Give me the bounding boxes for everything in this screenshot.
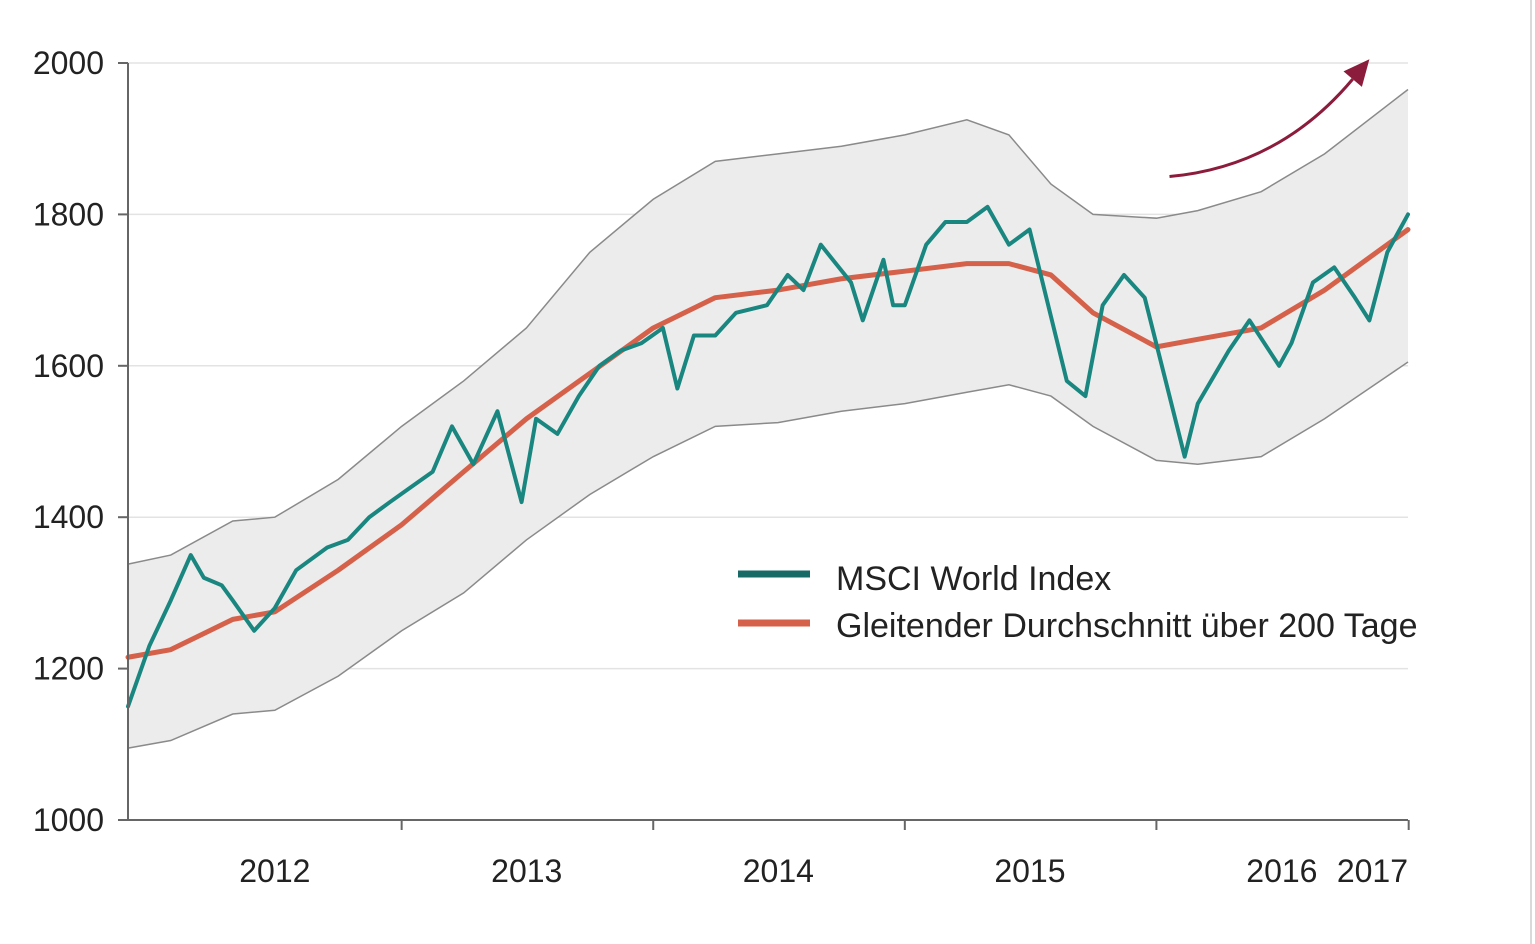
y-tick-label-1400: 1400 [33,499,104,535]
band-upper-edge [127,88,1409,565]
series-line-msci-world-index [126,204,1410,709]
band-lower-edge [127,361,1409,749]
right-border-rule [1530,0,1532,944]
band-area [128,89,1408,749]
x-tick-label-2012: 2012 [239,853,310,889]
legend-label-moving-average: Gleitender Durchschnitt über 200 Tage [836,607,1418,645]
series-layer [125,204,1411,709]
x-tick-label-2014: 2014 [743,853,814,889]
y-tick-label-1000: 1000 [33,802,104,838]
x-tick-label-2013: 2013 [491,853,562,889]
y-tick-label-1600: 1600 [33,348,104,384]
legend-label-msci-world-index: MSCI World Index [836,560,1111,598]
x-tick-label-2016: 2016 [1246,853,1317,889]
trend-arrow-shaft [1169,78,1354,179]
axis-layer: 1000 1200 1400 1600 1800 2000 2012 2013 2014 2015… [33,45,1410,889]
legend: MSCI World Index Gleitender Durchschnitt… [738,560,1418,645]
x-tick-label-2017: 2017 [1337,853,1408,889]
band-layer [127,88,1409,749]
y-tick-label-2000: 2000 [33,45,104,81]
y-tick-label-1200: 1200 [33,651,104,687]
trend-arrow-head [1343,59,1370,87]
y-tick-label-1800: 1800 [33,196,104,232]
annotation-layer [1169,59,1370,179]
x-tick-label-2015: 2015 [994,853,1065,889]
